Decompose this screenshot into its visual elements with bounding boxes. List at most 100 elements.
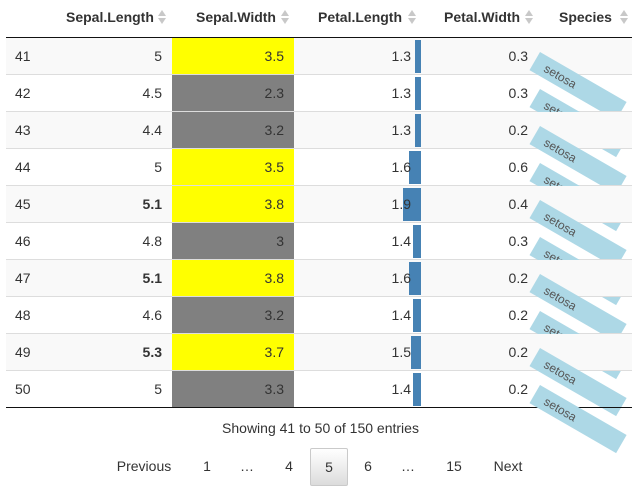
table-body: 4153.51.30.3setosa424.52.31.30.3setosa43… xyxy=(6,38,632,454)
species-cell: setosa xyxy=(529,334,632,417)
petal-width-cell: 0.2 xyxy=(508,307,528,323)
sort-both-icon[interactable] xyxy=(407,0,417,37)
previous-page-button[interactable]: Previous xyxy=(116,458,172,474)
column-header-petal-length[interactable]: Petal.Length xyxy=(318,0,402,37)
sepal-length-cell: 5.1 xyxy=(142,270,162,286)
species-cell: setosa xyxy=(529,112,632,195)
petal-length-cell: 1.3 xyxy=(297,75,421,111)
sepal-width-cell: 2.3 xyxy=(172,75,294,111)
petal-length-value: 1.4 xyxy=(391,381,411,397)
row-index: 43 xyxy=(15,122,31,138)
petal-width-cell: 0.3 xyxy=(508,85,528,101)
petal-length-cell: 1.3 xyxy=(297,38,421,74)
sepal-width-cell: 3 xyxy=(172,223,294,259)
sepal-length-cell: 4.5 xyxy=(142,85,162,101)
column-header-species[interactable]: Species xyxy=(559,0,612,37)
row-index: 49 xyxy=(15,344,31,360)
sepal-width-value: 2.3 xyxy=(264,85,284,101)
species-cell: setosa xyxy=(529,371,632,454)
sepal-length-cell: 4.4 xyxy=(142,122,162,138)
species-cell: setosa xyxy=(529,75,632,158)
table-row: 43 4.4 3.2 1.3 0.2 setosa xyxy=(6,112,632,195)
petal-length-cell: 1.4 xyxy=(297,223,421,259)
table-row: 47 5.1 3.8 1.6 0.2 setosa xyxy=(6,260,632,343)
column-header-label: Sepal.Width xyxy=(196,9,276,25)
sepal-width-cell: 3.2 xyxy=(172,297,294,333)
sepal-length-cell: 5 xyxy=(154,48,162,64)
petal-length-bar xyxy=(409,262,421,295)
sort-both-icon[interactable] xyxy=(619,0,629,37)
pagination: Previous 1 … 4 5 6 … 15 Next xyxy=(0,448,641,486)
sepal-length-cell: 4.8 xyxy=(142,233,162,249)
sepal-width-cell: 3.8 xyxy=(172,260,294,296)
sort-both-icon[interactable] xyxy=(524,0,534,37)
sepal-width-cell: 3.2 xyxy=(172,112,294,148)
petal-width-cell: 0.2 xyxy=(508,122,528,138)
petal-length-cell: 1.9 xyxy=(297,186,421,222)
sepal-width-cell: 3.5 xyxy=(172,38,294,74)
sepal-width-value: 3.7 xyxy=(264,344,284,360)
petal-length-cell: 1.3 xyxy=(297,112,421,148)
petal-width-cell: 0.6 xyxy=(508,159,528,175)
column-header-label: Species xyxy=(559,9,612,25)
column-header-label: Sepal.Length xyxy=(66,9,154,25)
page-button-15[interactable]: 15 xyxy=(446,458,462,474)
sort-both-icon[interactable] xyxy=(157,0,167,37)
petal-width-cell: 0.2 xyxy=(508,344,528,360)
row-index: 41 xyxy=(15,48,31,64)
petal-length-value: 1.4 xyxy=(391,307,411,323)
column-header-petal-width[interactable]: Petal.Width xyxy=(444,0,520,37)
sepal-width-cell: 3.3 xyxy=(172,371,294,407)
petal-length-bar xyxy=(409,151,421,184)
sepal-width-value: 3 xyxy=(276,233,284,249)
table-row: 50 5 3.3 1.4 0.2 setosa xyxy=(6,371,632,454)
row-index: 46 xyxy=(15,233,31,249)
petal-length-value: 1.9 xyxy=(391,196,411,212)
sort-both-icon[interactable] xyxy=(280,0,290,37)
sepal-width-value: 3.2 xyxy=(264,122,284,138)
petal-length-bar xyxy=(415,77,421,110)
page-button-5-current[interactable]: 5 xyxy=(310,448,348,486)
column-header-sepal-length[interactable]: Sepal.Length xyxy=(66,0,154,37)
petal-length-bar xyxy=(411,336,421,369)
sepal-length-cell: 4.6 xyxy=(142,307,162,323)
sepal-width-value: 3.5 xyxy=(264,48,284,64)
data-table: Sepal.Length Sepal.Width Petal.Length Pe… xyxy=(6,0,632,454)
next-page-button[interactable]: Next xyxy=(493,458,523,474)
row-index: 47 xyxy=(15,270,31,286)
page-button-1[interactable]: 1 xyxy=(203,458,211,474)
species-cell: setosa xyxy=(529,149,632,232)
page-button-6[interactable]: 6 xyxy=(364,458,372,474)
petal-length-bar xyxy=(413,225,421,258)
table-row: 45 5.1 3.8 1.9 0.4 setosa xyxy=(6,186,632,269)
sepal-width-value: 3.5 xyxy=(264,159,284,175)
petal-length-value: 1.6 xyxy=(391,270,411,286)
species-cell: setosa xyxy=(529,223,632,306)
page-button-4[interactable]: 4 xyxy=(285,458,293,474)
petal-width-cell: 0.3 xyxy=(508,48,528,64)
petal-length-cell: 1.6 xyxy=(297,260,421,296)
petal-width-cell: 0.2 xyxy=(508,270,528,286)
petal-length-bar xyxy=(415,114,421,147)
sepal-length-cell: 5.3 xyxy=(142,344,162,360)
table-header: Sepal.Length Sepal.Width Petal.Length Pe… xyxy=(6,0,632,38)
petal-length-cell: 1.4 xyxy=(297,371,421,407)
sepal-width-value: 3.2 xyxy=(264,307,284,323)
sepal-width-cell: 3.5 xyxy=(172,149,294,185)
species-cell: setosa xyxy=(529,297,632,380)
petal-width-cell: 0.3 xyxy=(508,233,528,249)
petal-length-bar xyxy=(413,299,421,332)
petal-length-bar xyxy=(403,188,421,221)
table-row: 41 5 3.5 1.3 0.3 setosa xyxy=(6,38,632,121)
column-header-label: Petal.Width xyxy=(444,9,521,25)
row-index: 44 xyxy=(15,159,31,175)
species-cell: setosa xyxy=(529,260,632,343)
petal-width-cell: 0.4 xyxy=(508,196,528,212)
species-cell: setosa xyxy=(529,38,632,121)
column-header-sepal-width[interactable]: Sepal.Width xyxy=(196,0,276,37)
sepal-width-value: 3.8 xyxy=(264,196,284,212)
petal-length-bar xyxy=(415,40,421,73)
